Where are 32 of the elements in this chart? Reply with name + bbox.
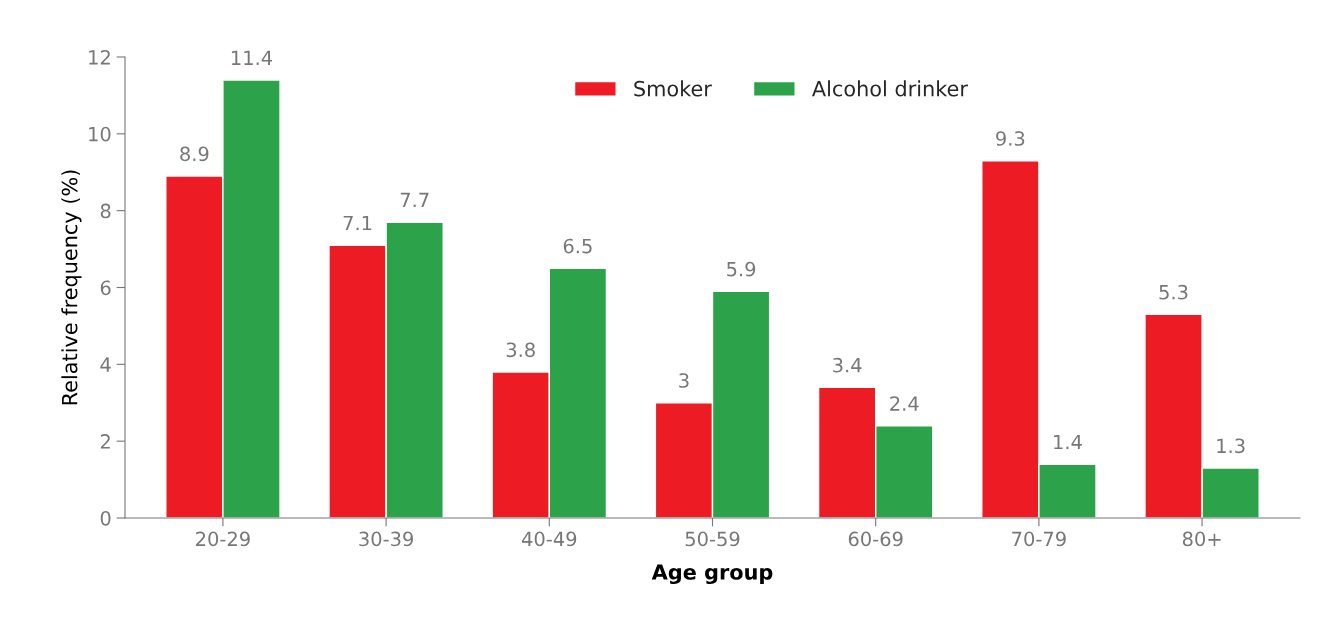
data-label: 9.3 — [996, 131, 1025, 146]
y-tick-label: 2 — [100, 434, 110, 449]
legend-label: Smoker — [634, 80, 712, 97]
data-label: 7.1 — [343, 215, 372, 231]
y-tick-label: 8 — [100, 203, 111, 219]
x-tick-label: 60-69 — [848, 531, 903, 547]
x-tick-label: 20-29 — [196, 531, 250, 547]
y-tick-label: 12 — [89, 49, 110, 65]
y-tick-label: 6 — [100, 280, 111, 296]
y-tick-label: 0 — [100, 510, 111, 526]
x-tick-label: 40-49 — [522, 531, 577, 547]
data-label: 1.3 — [1217, 438, 1245, 454]
data-label: 1.4 — [1054, 434, 1082, 450]
data-label: 3 — [679, 373, 689, 388]
legend-label: Alcohol drinker — [812, 80, 968, 97]
x-tick-label: 50-59 — [685, 531, 740, 547]
data-label: 5.9 — [727, 261, 756, 277]
x-tick-label: 80+ — [1182, 531, 1221, 547]
x-tick-label: 70-79 — [1012, 531, 1066, 547]
x-tick-label: 30-39 — [359, 531, 413, 547]
data-label: 3.4 — [833, 357, 862, 373]
data-label: 2.4 — [890, 396, 919, 411]
y-axis-title: Relative frequency (%) — [61, 170, 82, 405]
y-tick-label: 4 — [100, 357, 111, 372]
data-label: 3.8 — [506, 342, 535, 358]
y-tick-label: 10 — [89, 126, 111, 142]
data-label: 6.5 — [563, 238, 592, 254]
data-label: 11.4 — [231, 50, 273, 65]
data-label: 8.9 — [180, 146, 209, 162]
data-label: 5.3 — [1159, 284, 1188, 300]
data-label: 7.7 — [400, 192, 429, 208]
x-axis-title: Age group — [651, 564, 773, 585]
